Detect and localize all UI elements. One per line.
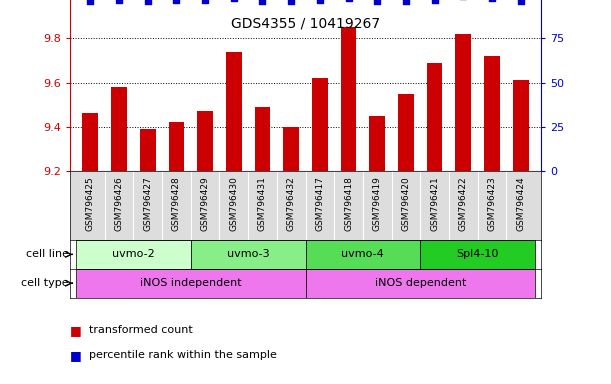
Point: [372, 0, 382, 4]
Bar: [76, 240, 191, 269]
Bar: [111, 87, 127, 171]
Point: [258, 0, 268, 4]
Bar: [169, 122, 185, 171]
Point: [143, 0, 153, 4]
Text: GSM796430: GSM796430: [229, 176, 238, 231]
Text: ■: ■: [70, 349, 82, 362]
Bar: [76, 269, 306, 298]
Text: GSM796426: GSM796426: [114, 176, 123, 231]
Text: GSM796428: GSM796428: [172, 176, 181, 231]
Text: percentile rank within the sample: percentile rank within the sample: [89, 350, 276, 360]
Text: GSM796419: GSM796419: [373, 176, 382, 231]
Bar: [312, 78, 327, 171]
Bar: [306, 269, 535, 298]
Text: uvmo-3: uvmo-3: [227, 249, 269, 260]
Text: cell type: cell type: [21, 278, 69, 288]
Text: GSM796429: GSM796429: [200, 176, 210, 231]
Point: [229, 0, 239, 1]
Text: uvmo-4: uvmo-4: [342, 249, 384, 260]
Text: GSM796432: GSM796432: [287, 176, 296, 231]
Text: GSM796423: GSM796423: [488, 176, 497, 231]
Bar: [191, 240, 306, 269]
Bar: [455, 34, 471, 171]
Text: GSM796424: GSM796424: [516, 176, 525, 231]
Point: [287, 0, 296, 4]
Bar: [140, 129, 156, 171]
Bar: [284, 127, 299, 171]
Point: [114, 0, 124, 3]
Text: GSM796425: GSM796425: [86, 176, 95, 231]
Bar: [420, 240, 535, 269]
Bar: [484, 56, 500, 171]
Text: GDS4355 / 10419267: GDS4355 / 10419267: [231, 17, 380, 31]
Bar: [82, 114, 98, 171]
Point: [430, 0, 439, 3]
Text: GSM796421: GSM796421: [430, 176, 439, 231]
Point: [200, 0, 210, 3]
Text: cell line: cell line: [26, 249, 69, 260]
Text: transformed count: transformed count: [89, 325, 192, 335]
Bar: [398, 94, 414, 171]
Bar: [426, 63, 442, 171]
Text: GSM796417: GSM796417: [315, 176, 324, 231]
Text: uvmo-2: uvmo-2: [112, 249, 155, 260]
Bar: [341, 27, 356, 171]
Text: ■: ■: [70, 324, 82, 337]
Bar: [306, 240, 420, 269]
Point: [315, 0, 324, 3]
Text: GSM796427: GSM796427: [143, 176, 152, 231]
Text: GSM796431: GSM796431: [258, 176, 267, 231]
Text: iNOS independent: iNOS independent: [140, 278, 241, 288]
Point: [516, 0, 525, 4]
Text: Spl4-10: Spl4-10: [456, 249, 499, 260]
Text: iNOS dependent: iNOS dependent: [375, 278, 466, 288]
Point: [343, 0, 353, 1]
Text: GSM796422: GSM796422: [459, 176, 468, 231]
Point: [401, 0, 411, 4]
Bar: [255, 107, 270, 171]
Bar: [197, 111, 213, 171]
Bar: [513, 80, 529, 171]
Bar: [369, 116, 385, 171]
Point: [86, 0, 95, 4]
Point: [172, 0, 181, 3]
Text: GSM796420: GSM796420: [401, 176, 411, 231]
Bar: [226, 52, 242, 171]
Text: GSM796418: GSM796418: [344, 176, 353, 231]
Point: [487, 0, 497, 1]
